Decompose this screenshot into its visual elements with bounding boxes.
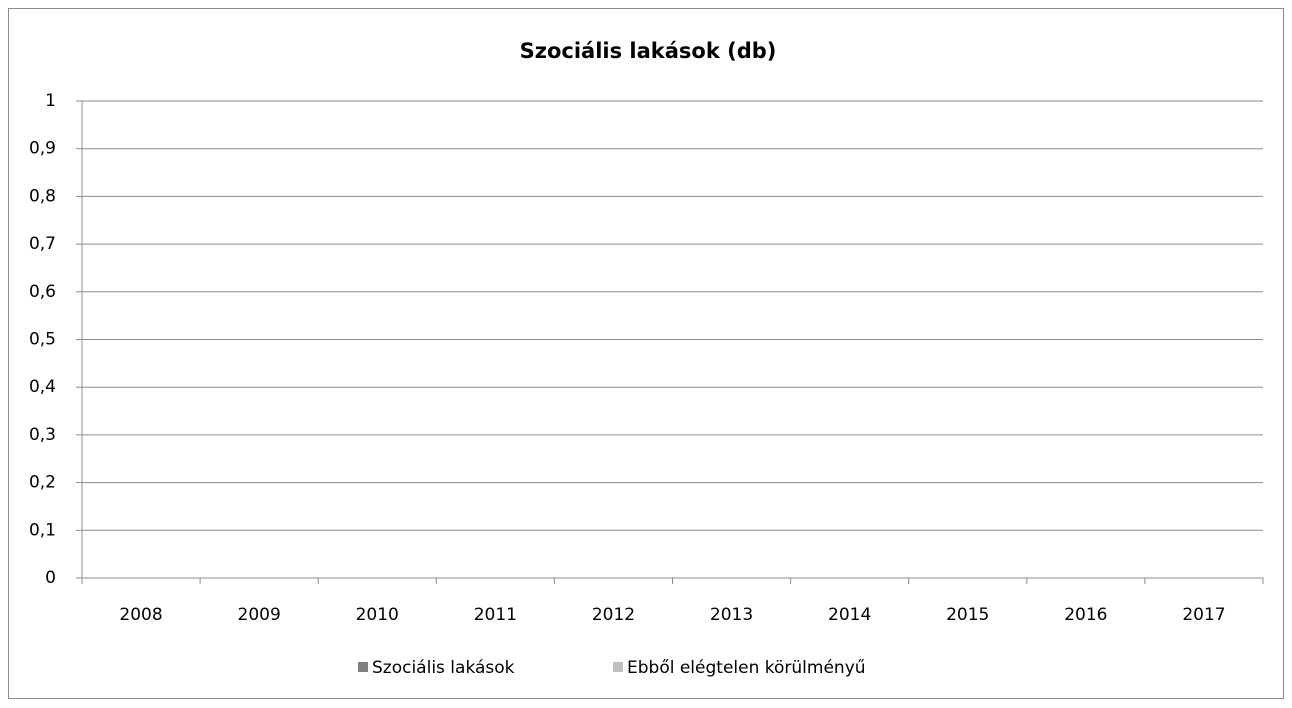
x-tick-label: 2010 [356, 605, 399, 625]
x-tick-label: 2008 [119, 605, 162, 625]
y-tick-label: 0,2 [29, 473, 56, 493]
y-tick-label: 0,7 [29, 234, 56, 254]
y-tick-label: 0,8 [29, 186, 56, 206]
x-tick-label: 2016 [1064, 605, 1107, 625]
y-tick-label: 0,1 [29, 520, 56, 540]
y-tick-label: 0,9 [29, 139, 56, 159]
chart-frame [8, 8, 1284, 699]
legend-swatch [358, 662, 368, 672]
y-tick-label: 0,4 [29, 377, 56, 397]
x-tick-label: 2014 [828, 605, 871, 625]
x-tick-label: 2012 [592, 605, 635, 625]
y-tick-label: 0,3 [29, 425, 56, 445]
y-tick-label: 0 [45, 568, 56, 588]
legend-label: Szociális lakások [372, 658, 515, 678]
y-tick-label: 0,6 [29, 282, 56, 302]
x-tick-label: 2013 [710, 605, 753, 625]
y-tick-label: 0,5 [29, 330, 56, 350]
y-tick-label: 1 [45, 91, 56, 111]
x-tick-label: 2009 [238, 605, 281, 625]
x-tick-label: 2011 [474, 605, 517, 625]
x-tick-label: 2017 [1182, 605, 1225, 625]
legend-swatch [613, 662, 623, 672]
legend-label: Ebből elégtelen körülményű [627, 658, 866, 678]
chart-title: Szociális lakások (db) [520, 39, 777, 63]
x-tick-label: 2015 [946, 605, 989, 625]
